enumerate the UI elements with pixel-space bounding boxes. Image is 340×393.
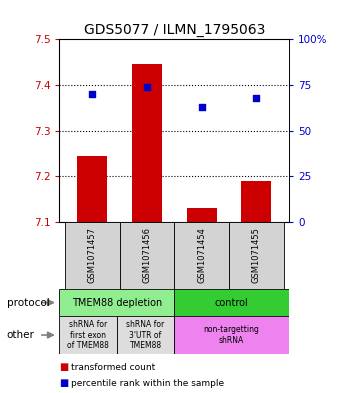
- Text: GSM1071456: GSM1071456: [142, 228, 151, 283]
- Text: shRNA for
3'UTR of
TMEM88: shRNA for 3'UTR of TMEM88: [126, 320, 165, 350]
- Point: [254, 95, 259, 101]
- Bar: [174, 222, 229, 289]
- Point: [89, 91, 95, 97]
- Bar: [229, 222, 284, 289]
- Point: [199, 104, 204, 110]
- Text: ■: ■: [59, 378, 69, 388]
- Bar: [120, 222, 174, 289]
- Text: transformed count: transformed count: [71, 363, 156, 372]
- Text: ■: ■: [59, 362, 69, 373]
- Point: [144, 84, 150, 90]
- Text: percentile rank within the sample: percentile rank within the sample: [71, 379, 224, 387]
- Text: non-targetting
shRNA: non-targetting shRNA: [204, 325, 259, 345]
- Bar: [77, 156, 107, 222]
- Text: GSM1071454: GSM1071454: [197, 228, 206, 283]
- Text: control: control: [215, 298, 249, 308]
- Bar: [241, 181, 271, 222]
- Text: other: other: [7, 330, 35, 340]
- Text: protocol: protocol: [7, 298, 50, 308]
- Bar: [59, 316, 117, 354]
- Text: TMEM88 depletion: TMEM88 depletion: [72, 298, 162, 308]
- Title: GDS5077 / ILMN_1795063: GDS5077 / ILMN_1795063: [84, 23, 265, 37]
- Bar: [187, 208, 217, 222]
- Bar: [132, 64, 162, 222]
- Text: GSM1071455: GSM1071455: [252, 228, 261, 283]
- Bar: [117, 316, 174, 354]
- Bar: [65, 222, 120, 289]
- Bar: [174, 289, 289, 316]
- Text: GSM1071457: GSM1071457: [88, 228, 97, 283]
- Text: shRNA for
first exon
of TMEM88: shRNA for first exon of TMEM88: [67, 320, 109, 350]
- Bar: [59, 289, 174, 316]
- Bar: [174, 316, 289, 354]
